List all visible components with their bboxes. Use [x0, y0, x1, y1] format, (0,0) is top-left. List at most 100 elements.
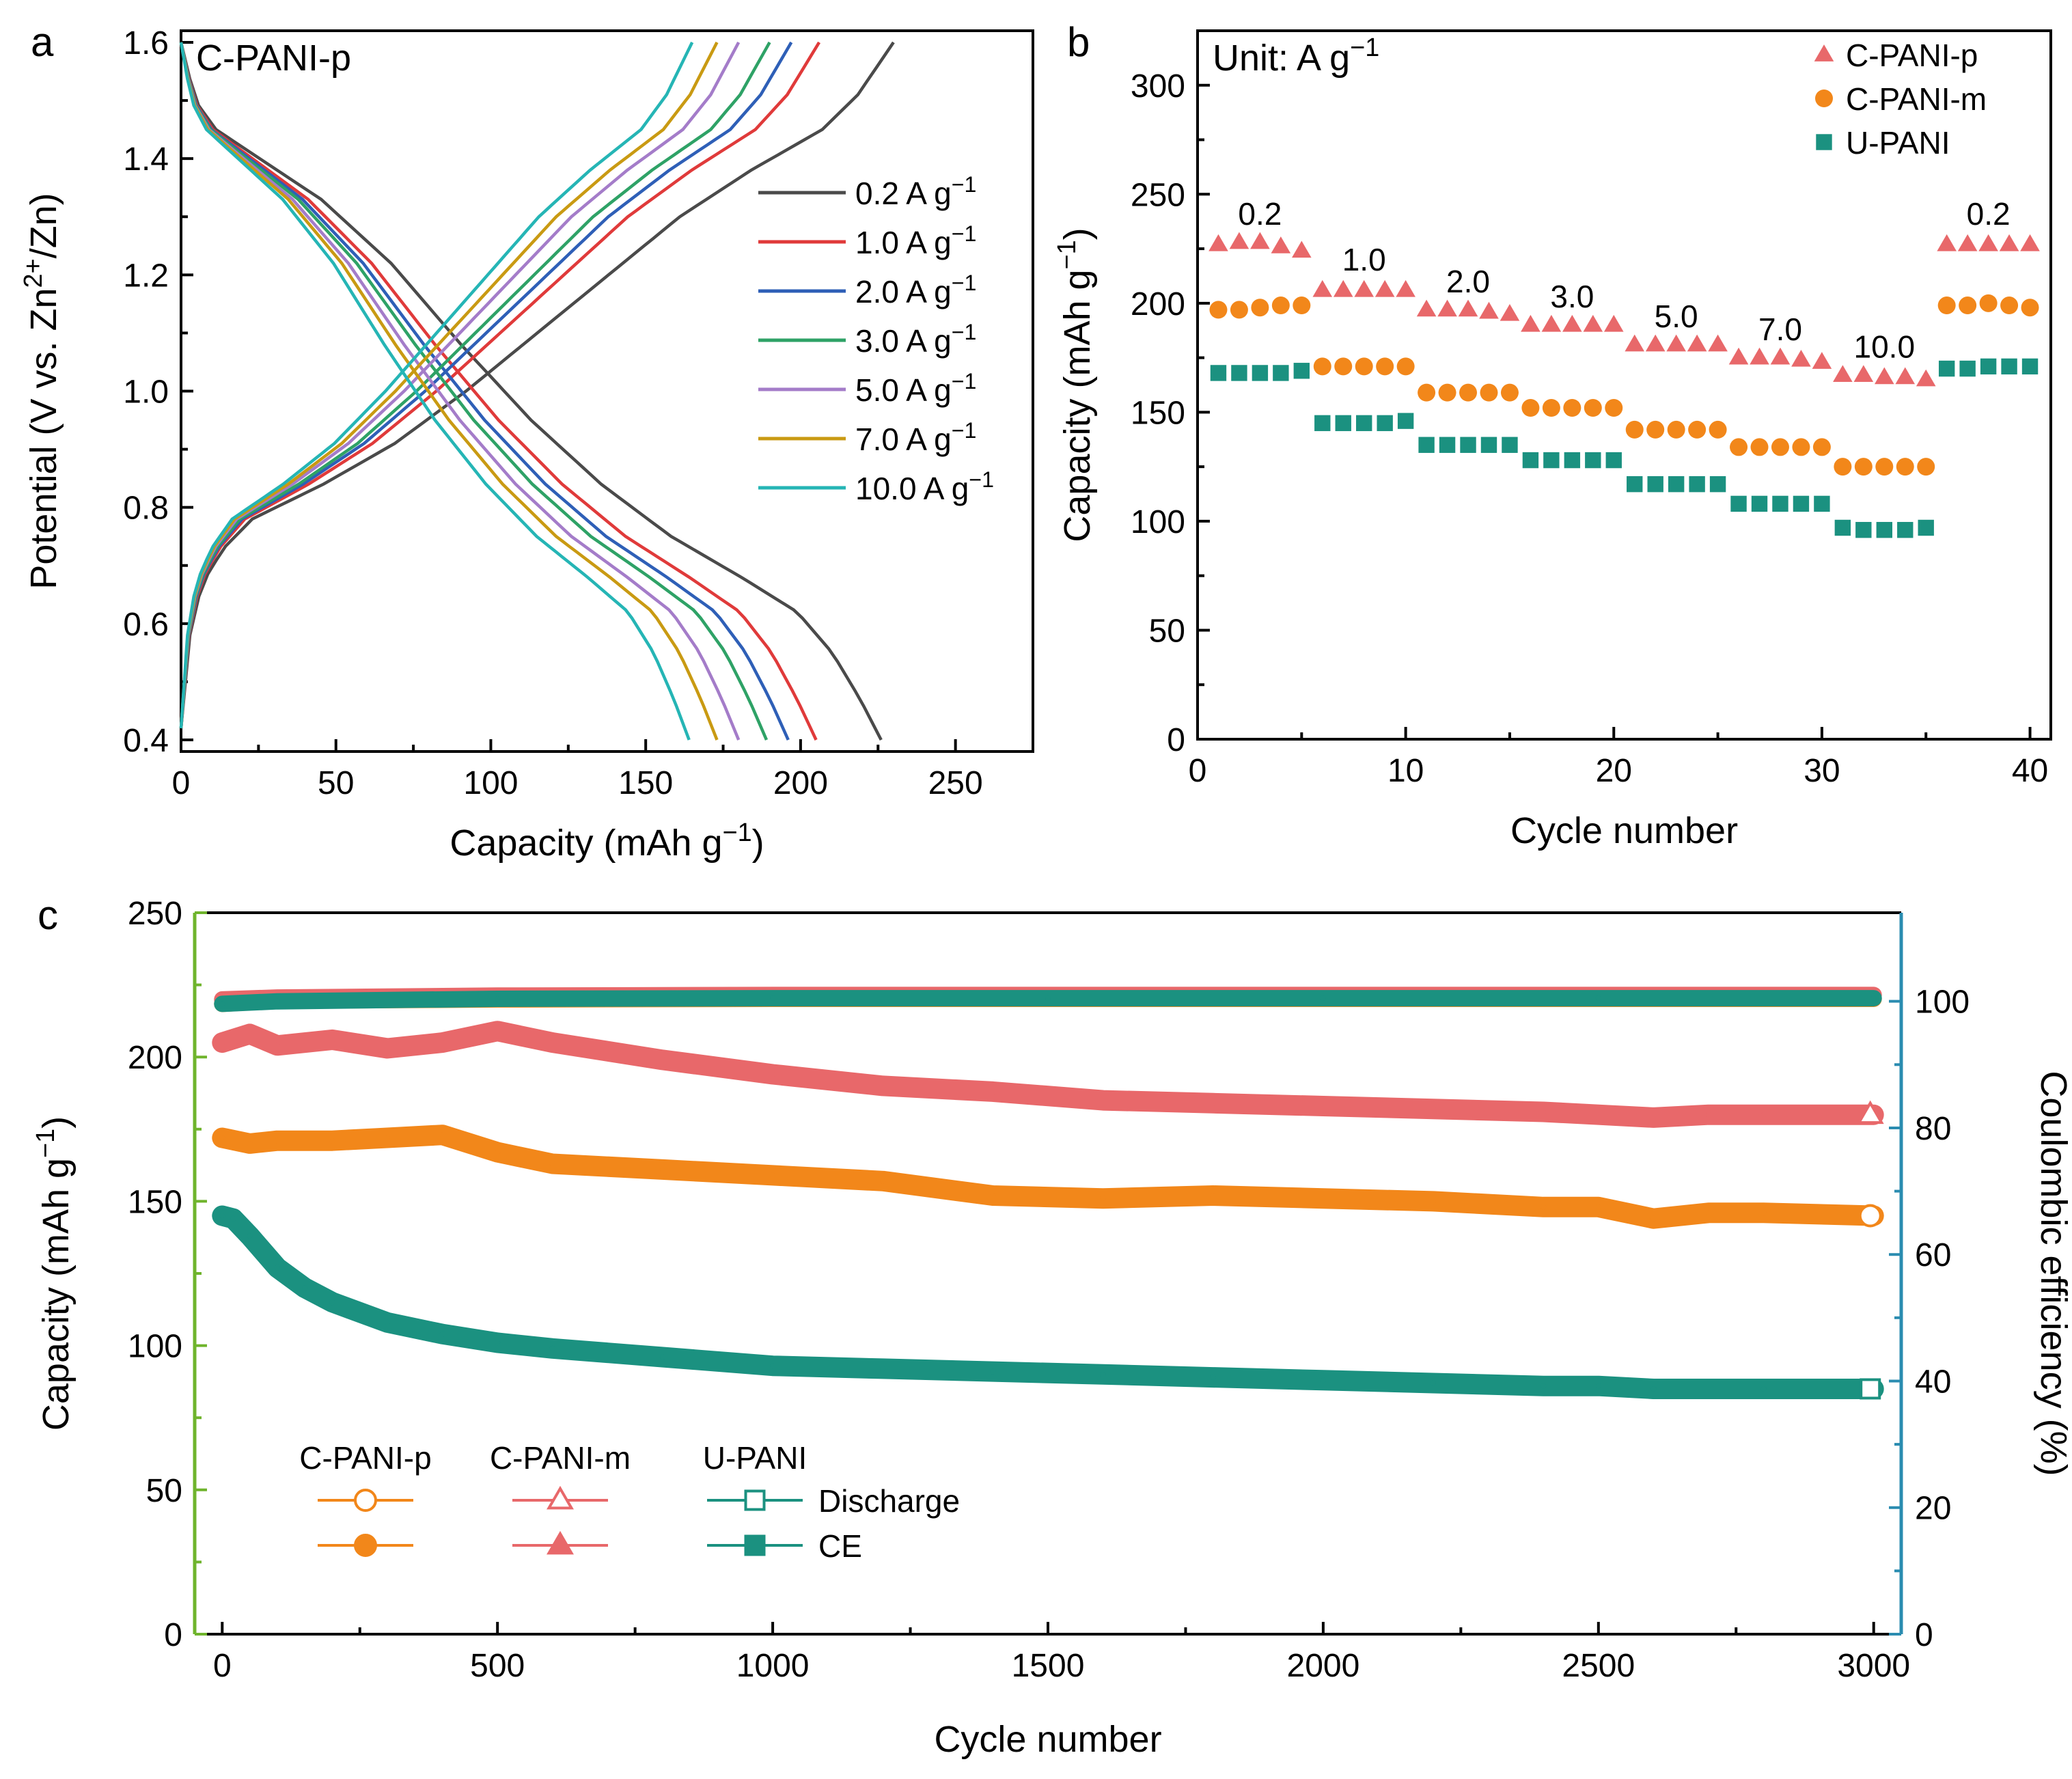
y-left-axis-label-c-main: Capacity (mAh g — [36, 1158, 77, 1431]
point-C-PANI-m — [1959, 296, 1977, 315]
panel-label-a: a — [31, 19, 54, 65]
data-point-c — [495, 995, 501, 1002]
legend-unit-sup: −1 — [952, 221, 977, 246]
data-point-c — [274, 1265, 280, 1271]
data-point-c — [1431, 1106, 1437, 1112]
data-point-c — [659, 1166, 665, 1172]
data-point-c — [439, 1331, 445, 1337]
point-U-PANI — [1252, 365, 1269, 381]
y-tick-label-b: 150 — [1131, 395, 1185, 431]
plot-frame-b — [1196, 29, 2052, 741]
charge-curve-5.0 — [179, 41, 741, 729]
legend-label-a: 1.0 A g−1 — [855, 221, 976, 260]
data-point-c — [990, 1368, 996, 1375]
y-left-tick-label-c: 150 — [128, 1184, 182, 1220]
point-C-PANI-m — [1334, 357, 1353, 376]
y-axis-label-a-end: /Zn) — [23, 193, 64, 258]
panel-b: 0 10 20 30 40 0 50 100 150 200 250 300 Cycle number C… — [1053, 19, 2052, 851]
legend-marker-c — [744, 1534, 766, 1556]
point-C-PANI-m — [1730, 438, 1748, 456]
discharge-curve-5.0 — [179, 42, 741, 741]
x-tick-label-a: 150 — [618, 765, 673, 801]
y-tick-label-a: 1.0 — [123, 374, 169, 411]
y-left-tick-label-c: 250 — [128, 896, 182, 932]
data-point-c — [1100, 1097, 1106, 1103]
point-C-PANI-m — [1376, 357, 1394, 376]
x-tick-label-a: 200 — [773, 765, 828, 801]
data-point-c — [1595, 1204, 1601, 1210]
point-C-PANI-p — [1708, 334, 1728, 352]
rate-label-b: 0.2 — [1238, 196, 1282, 232]
legend-space — [899, 323, 906, 359]
legend-rate: 3.0 — [855, 323, 899, 359]
data-point-c — [549, 1040, 555, 1046]
point-U-PANI — [1377, 415, 1393, 432]
data-point-c — [549, 1345, 555, 1351]
end-marker-c — [1858, 1204, 1882, 1228]
data-point-c — [770, 1172, 776, 1178]
point-C-PANI-m — [1834, 458, 1852, 476]
y-axis-label-a-sup: 2+ — [19, 258, 48, 288]
data-point-c — [1595, 1383, 1601, 1389]
y-right-tick-label-c: 40 — [1915, 1364, 1951, 1400]
data-point-c — [770, 995, 776, 1002]
point-C-PANI-p — [1333, 279, 1353, 297]
point-C-PANI-m — [1521, 399, 1540, 417]
y-left-axis-label-c: Capacity (mAh g−1) — [31, 1116, 77, 1431]
point-C-PANI-m — [1500, 383, 1519, 402]
legend-space — [899, 372, 906, 408]
data-point-c — [385, 1045, 391, 1051]
point-C-PANI-p — [1750, 347, 1769, 365]
point-C-PANI-m — [1709, 420, 1727, 439]
y-axis-label-a: Potential (V vs. Zn2+/Zn) — [19, 193, 64, 589]
point-C-PANI-p — [1874, 367, 1894, 385]
data-point-c — [659, 1057, 665, 1063]
point-C-PANI-m — [1605, 399, 1623, 417]
point-C-PANI-m — [1459, 383, 1478, 402]
discharge-curve-2.0 — [179, 42, 790, 741]
legend-marker-c — [744, 1489, 766, 1511]
point-U-PANI — [1502, 437, 1518, 453]
point-U-PANI — [1709, 475, 1726, 493]
y-left-tick-label-c: 200 — [128, 1040, 182, 1076]
data-point-c — [1650, 1215, 1657, 1222]
legend-marker-c — [354, 1489, 377, 1512]
series-band-0 — [212, 1125, 1884, 1229]
legend-row-discharge: Discharge — [818, 1483, 960, 1519]
point-C-PANI-m — [1812, 438, 1831, 456]
point-C-PANI-m — [1646, 420, 1665, 439]
point-U-PANI — [1876, 521, 1892, 538]
x-tick-label-b: 30 — [1804, 753, 1840, 789]
x-tick-label-c: 2000 — [1287, 1648, 1360, 1684]
point-C-PANI-p — [1375, 279, 1395, 297]
data-point-c — [1320, 1103, 1326, 1109]
data-point-c — [1650, 1114, 1657, 1120]
y-left-tick-label-c: 50 — [146, 1473, 182, 1509]
point-C-PANI-m — [1563, 399, 1581, 417]
point-C-PANI-p — [1396, 279, 1415, 297]
point-C-PANI-p — [1666, 334, 1686, 352]
point-C-PANI-p — [1521, 314, 1541, 332]
data-point-c — [302, 1285, 308, 1291]
legend-label-b: C-PANI-m — [1846, 81, 1987, 117]
legend-unit: A g — [906, 372, 952, 408]
data-point-c — [495, 1028, 501, 1034]
point-U-PANI — [1814, 495, 1830, 512]
y-axis-label-b-end: ) — [1057, 227, 1098, 240]
point-C-PANI-p — [1916, 369, 1936, 387]
y-left-tick-label-c: 100 — [128, 1329, 182, 1365]
y-left-axis-label-c-end: ) — [36, 1116, 77, 1129]
data-point-c — [549, 1161, 555, 1167]
point-C-PANI-p — [1292, 240, 1312, 258]
point-U-PANI — [1543, 452, 1560, 469]
rate-label-b: 7.0 — [1758, 312, 1802, 347]
point-C-PANI-m — [1293, 296, 1311, 315]
legend-unit-sup: −1 — [952, 320, 977, 344]
legend-unit-sup: −1 — [952, 369, 977, 394]
point-C-PANI-p — [1728, 347, 1749, 365]
point-C-PANI-p — [2020, 234, 2040, 251]
point-C-PANI-m — [1438, 383, 1456, 402]
legend-space — [899, 225, 906, 260]
charge-curve-3.0 — [179, 41, 771, 729]
x-tick-label-a: 250 — [928, 765, 983, 801]
